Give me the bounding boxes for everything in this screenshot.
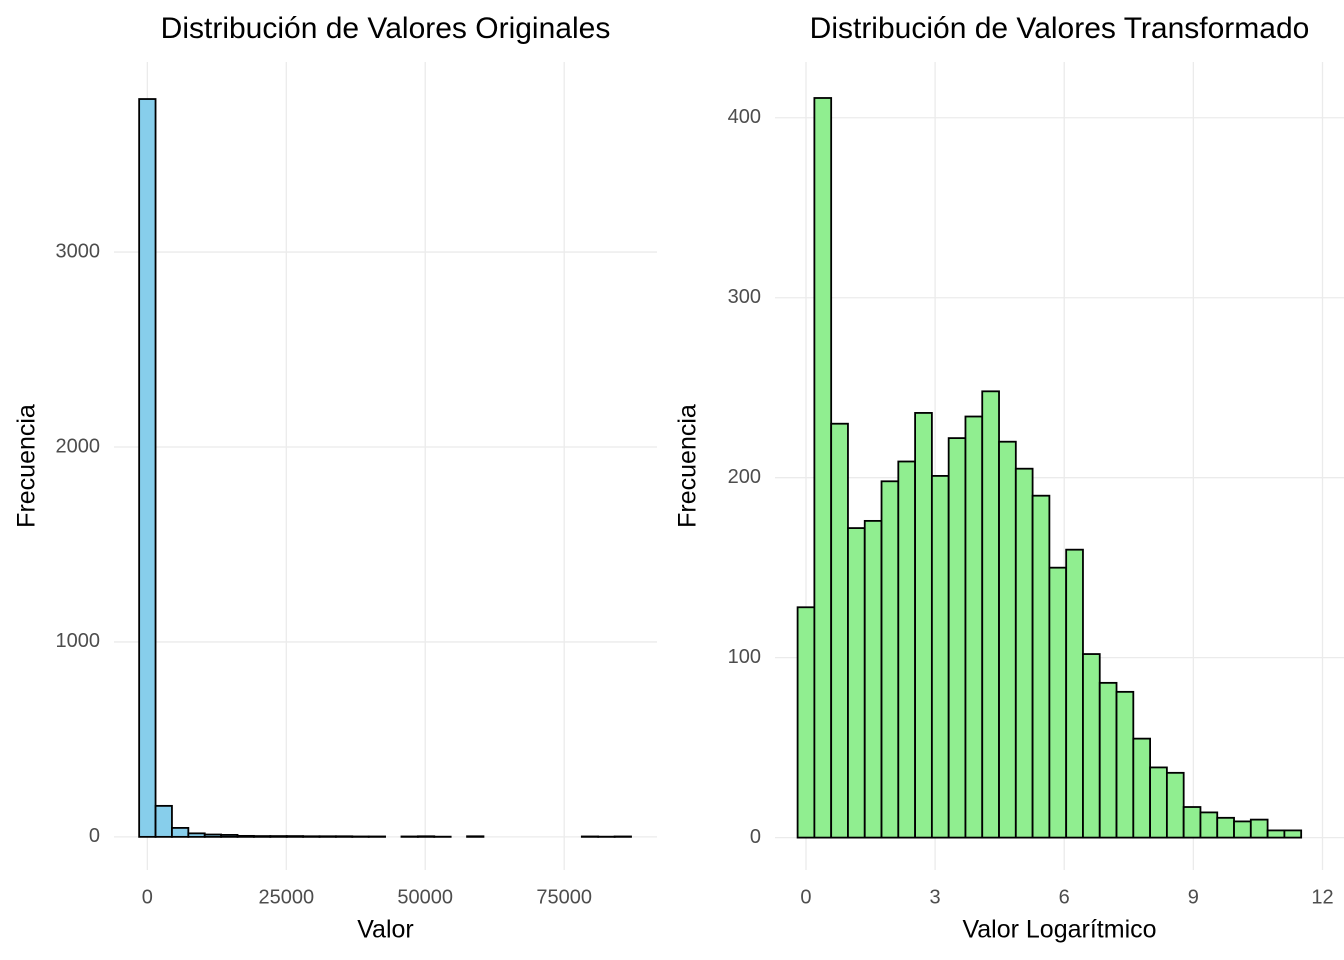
bar — [947, 437, 967, 839]
y-tick-label: 300 — [728, 286, 761, 308]
bar — [302, 835, 321, 838]
y-tick-label: 2000 — [56, 435, 101, 457]
bar — [1249, 818, 1269, 839]
x-tick-label: 12 — [1311, 886, 1333, 908]
bar — [1082, 653, 1101, 839]
bar — [1216, 816, 1235, 839]
bar — [1182, 806, 1202, 839]
y-tick-label: 3000 — [56, 240, 101, 262]
y-tick-label: 200 — [728, 466, 761, 488]
bar — [1165, 771, 1185, 839]
bar — [914, 412, 933, 839]
bar — [1132, 737, 1152, 839]
y-tick-label: 0 — [750, 826, 761, 848]
bar — [813, 97, 833, 839]
bar — [334, 835, 354, 838]
bar — [154, 804, 173, 838]
x-tick-label: 25000 — [258, 886, 314, 908]
bar — [138, 98, 157, 838]
bar — [253, 835, 272, 838]
bar — [863, 519, 883, 839]
y-tick-label: 400 — [728, 106, 761, 128]
bar — [796, 606, 816, 839]
bar — [1098, 681, 1118, 839]
x-tick-label: 6 — [1059, 886, 1070, 908]
bar — [318, 835, 337, 838]
y-tick-label: 1000 — [56, 630, 101, 652]
chart-title: Distribución de Valores Originales — [161, 12, 611, 45]
x-tick-label: 75000 — [536, 886, 592, 908]
y-tick-label: 100 — [728, 646, 761, 668]
x-tick-label: 9 — [1188, 886, 1199, 908]
y-axis-label: Frecuencia — [13, 404, 41, 528]
bar — [1266, 829, 1286, 839]
x-tick-label: 50000 — [397, 886, 453, 908]
bar — [1149, 766, 1168, 839]
bar — [466, 835, 485, 838]
x-tick-label: 0 — [800, 886, 811, 908]
x-axis-label: Valor Logarítmico — [962, 916, 1156, 944]
bar — [1115, 690, 1135, 839]
bar — [1283, 829, 1303, 839]
bar — [1065, 548, 1084, 839]
bar — [1199, 811, 1219, 839]
bar — [269, 835, 288, 838]
bar — [187, 832, 206, 838]
bar — [1031, 494, 1051, 839]
bar — [220, 834, 239, 838]
bar — [1014, 467, 1034, 839]
bar — [964, 415, 984, 839]
bar — [930, 474, 950, 839]
bar — [236, 834, 255, 838]
bar — [171, 826, 190, 838]
chart-title: Distribución de Valores Transformado — [810, 12, 1310, 45]
x-axis-label: Valor — [357, 916, 414, 944]
bar — [880, 480, 900, 839]
bar — [416, 835, 436, 838]
x-tick-label: 0 — [142, 886, 153, 908]
bar — [203, 833, 223, 838]
y-axis-label: Frecuencia — [674, 404, 702, 528]
bar — [847, 527, 866, 839]
bar — [1233, 820, 1252, 839]
bar — [897, 460, 916, 839]
x-tick-label: 3 — [930, 886, 941, 908]
bar — [981, 390, 1000, 839]
y-tick-label: 0 — [89, 825, 100, 847]
bar — [830, 422, 849, 839]
bar — [998, 440, 1017, 839]
bar — [1048, 566, 1068, 839]
bar — [285, 835, 305, 838]
